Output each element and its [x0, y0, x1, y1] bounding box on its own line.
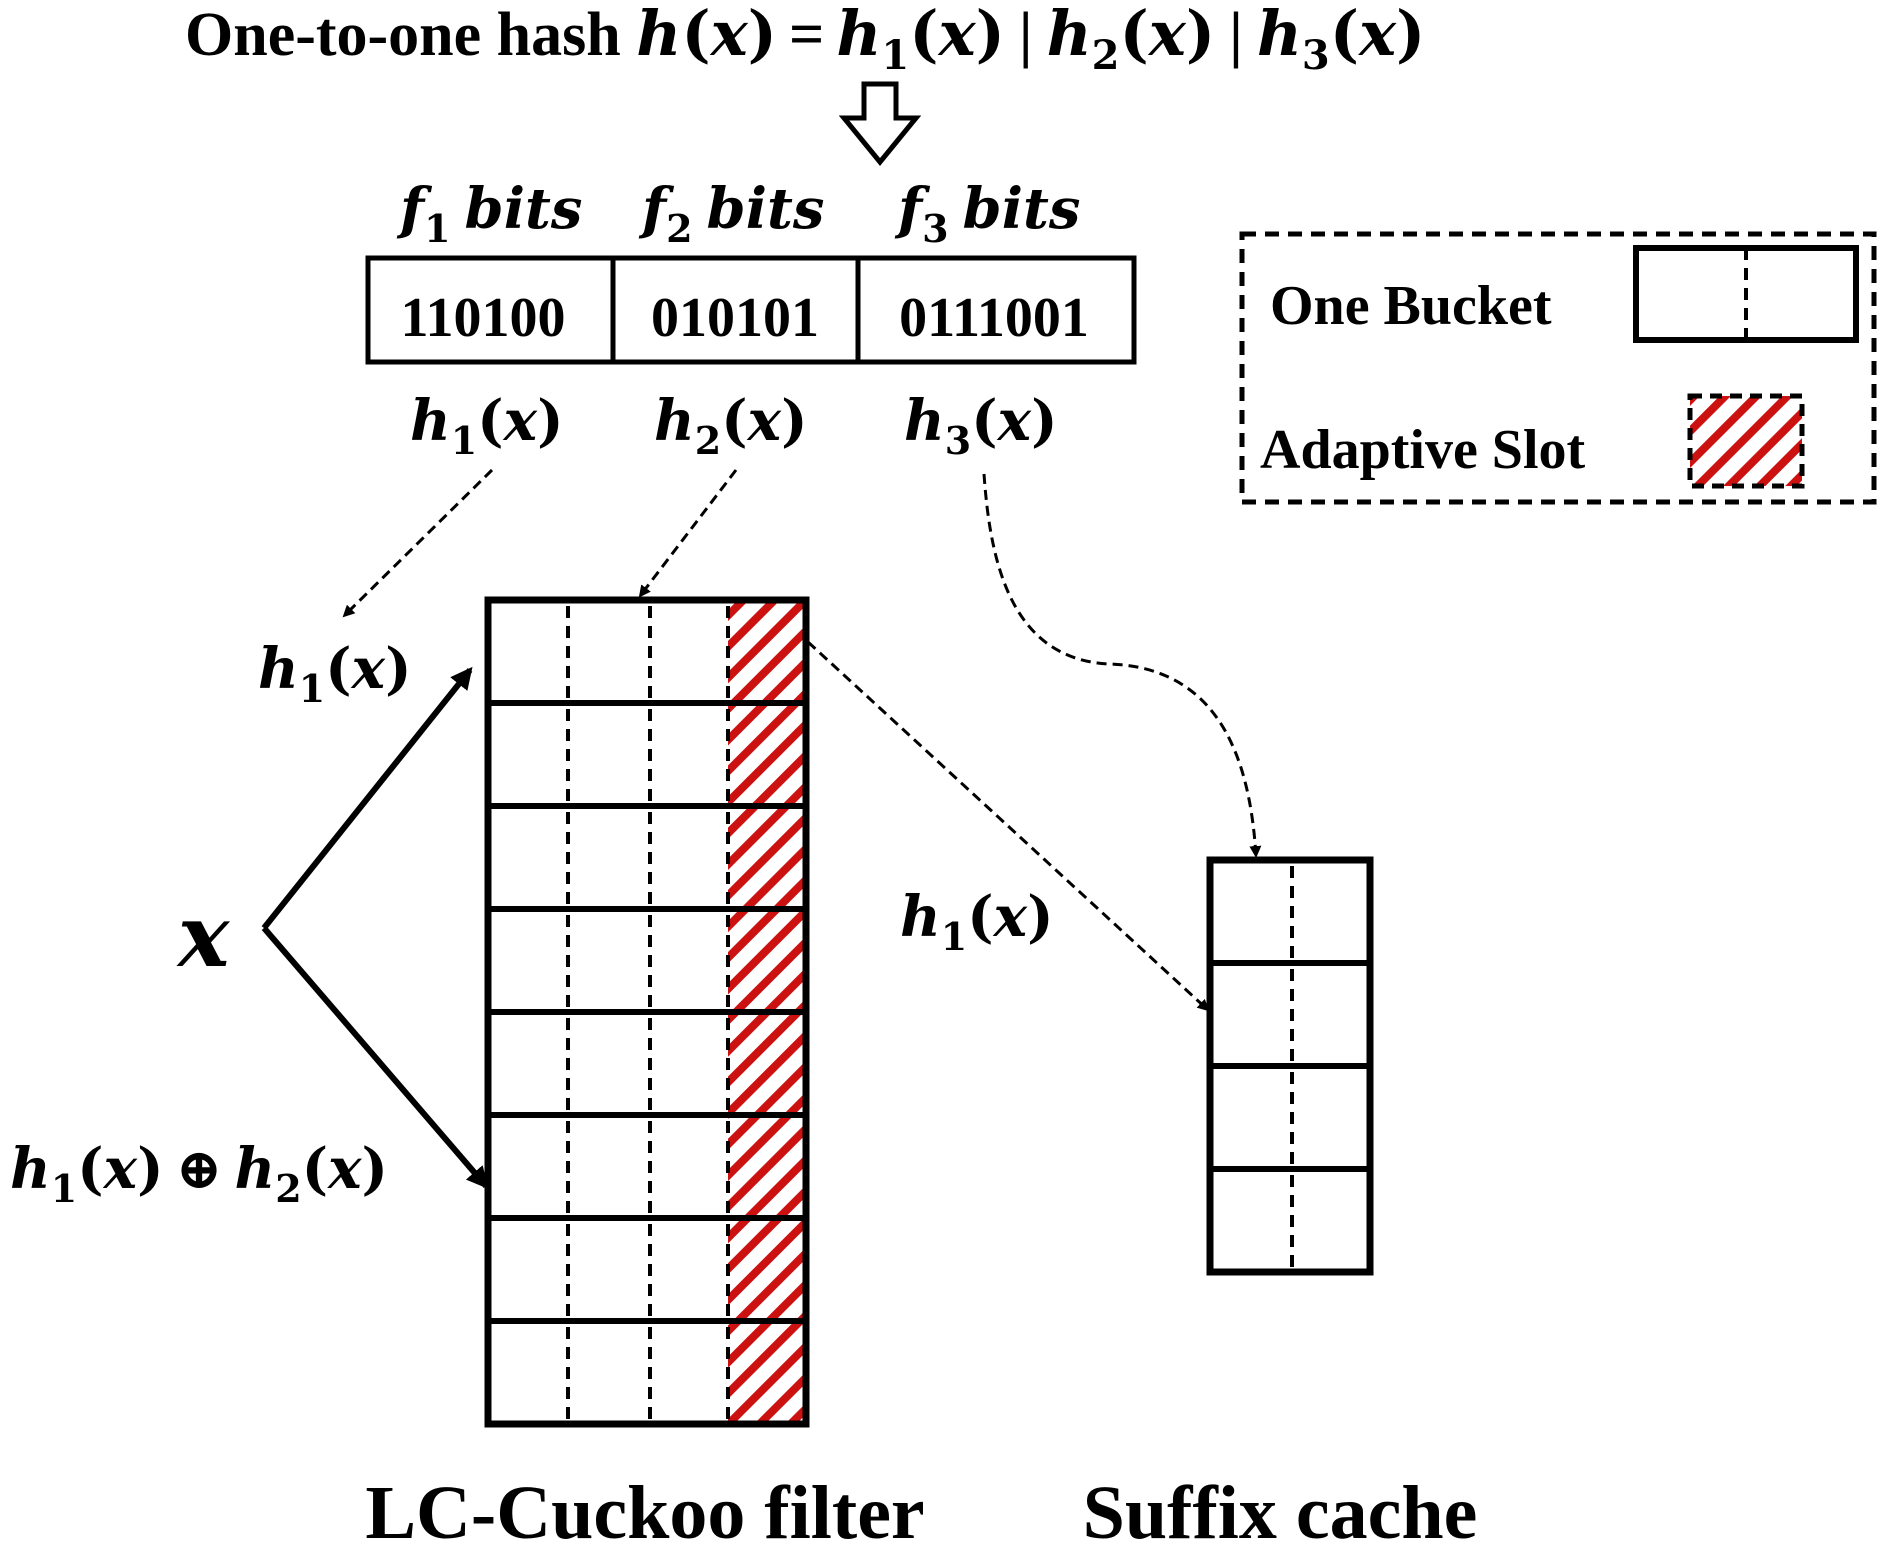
title: One-to-one hash h(x) = h1(x) | h2(x) | h3(x): [185, 0, 1425, 79]
hash-3-label: h3(x): [904, 388, 1058, 463]
legend-bucket-label: One Bucket: [1270, 275, 1552, 337]
field-3-label: f3 bits: [894, 176, 1080, 251]
field-2-label: f2 bits: [638, 176, 824, 251]
hash-2-label: h2(x): [654, 388, 808, 463]
field-2-value: 010101: [651, 287, 819, 349]
cache-bucket: [1210, 1169, 1370, 1268]
adaptive-slot: [728, 1012, 806, 1115]
filter-alt-label: h1(x) ⊕ h2(x): [10, 1136, 388, 1211]
field-labels: f1 bits f2 bits f3 bits: [396, 176, 1080, 251]
cache-bucket: [1210, 963, 1370, 1062]
adaptive-slot: [728, 806, 806, 909]
filter-bucket: [488, 703, 806, 806]
x-to-primary-bucket-arrow: [264, 670, 470, 928]
title-prefix: One-to-one hash: [185, 1, 636, 69]
filter-bucket: [568, 600, 806, 703]
legend-slot-swatch: [1690, 396, 1802, 486]
adaptive-slot: [728, 1321, 806, 1424]
field-3-value: 0111001: [899, 287, 1089, 349]
bit-field-box: 110100 010101 0111001: [368, 258, 1134, 362]
field-1-value: 110100: [401, 287, 566, 349]
suffix-cache: [1210, 860, 1370, 1272]
h1-to-filter-label-arrow: [344, 470, 492, 616]
filter-h1-label: h1(x): [258, 636, 412, 711]
down-arrow-icon: [844, 84, 916, 162]
input-x-label: x: [176, 886, 231, 987]
adaptive-slot-to-cache-arrow: [808, 642, 1208, 1010]
legend-slot-label: Adaptive Slot: [1260, 419, 1585, 481]
cache-bucket: [1210, 1066, 1370, 1165]
filter-bucket: [488, 1321, 806, 1424]
h3-to-cache-arrow: [984, 474, 1256, 856]
adaptive-slot: [728, 909, 806, 1012]
filter-bucket: [488, 1115, 806, 1218]
field-1-label: f1 bits: [396, 176, 582, 251]
filter-bucket: [488, 1012, 806, 1115]
cache-caption: Suffix cache: [1083, 1471, 1478, 1547]
filter-bucket: [488, 1218, 806, 1321]
adaptive-slot: [728, 1218, 806, 1321]
h2-to-filter-arrow: [640, 470, 736, 596]
cache-h1-label: h1(x): [900, 884, 1054, 959]
adaptive-slot: [728, 1115, 806, 1218]
filter-bucket: [488, 909, 806, 1012]
paren: (: [681, 0, 710, 70]
adaptive-slot: [728, 703, 806, 806]
legend: One Bucket Adaptive Slot: [1242, 234, 1874, 502]
hash-labels: h1(x) h2(x) h3(x): [410, 388, 1058, 463]
adaptive-slot: [728, 600, 806, 703]
lc-cuckoo-filter: [488, 600, 806, 1424]
hash-1-label: h1(x): [410, 388, 564, 463]
filter-bucket: [488, 806, 806, 909]
filter-caption: LC-Cuckoo filter: [365, 1471, 924, 1547]
